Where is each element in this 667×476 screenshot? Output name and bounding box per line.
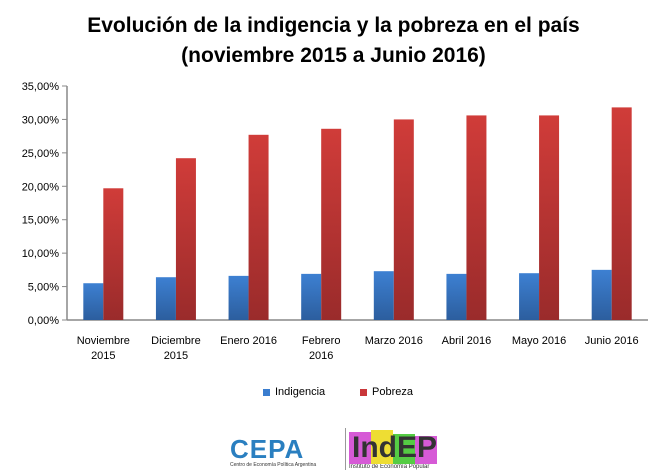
chart-title-line1: Evolución de la indigencia y la pobreza …	[87, 14, 580, 37]
legend-swatch	[263, 388, 270, 396]
x-tick-label: Enero 2016	[220, 335, 277, 347]
x-tick-label: 2015	[164, 350, 188, 362]
y-tick-label: 25,00%	[22, 148, 60, 160]
legend-label: Indigencia	[275, 386, 326, 398]
bar-indigencia	[228, 275, 249, 320]
x-tick-label: Marzo 2016	[365, 335, 423, 347]
indep-logo: IndEP Instituto de Economía Popular	[345, 428, 441, 470]
x-tick-label: Febrero	[302, 335, 341, 347]
y-tick-label: 35,00%	[22, 81, 60, 93]
legend-item-pobreza: Pobreza	[360, 386, 413, 398]
bar-pobreza	[248, 134, 269, 320]
chart-title-line2: (noviembre 2015 a Junio 2016)	[181, 44, 486, 67]
y-tick-label: 30,00%	[22, 114, 60, 126]
bar-pobreza	[466, 115, 487, 320]
x-tick-label: Abril 2016	[442, 335, 492, 347]
bar-indigencia	[155, 277, 176, 320]
legend-label: Pobreza	[372, 386, 413, 398]
x-tick-label: Noviembre	[77, 335, 130, 347]
bar-indigencia	[591, 269, 612, 320]
bar-indigencia	[446, 273, 467, 320]
x-tick-label: 2016	[309, 350, 333, 362]
bar-indigencia	[83, 283, 104, 320]
y-tick-label: 5,00%	[28, 282, 59, 294]
bar-pobreza	[321, 128, 342, 320]
bar-pobreza	[393, 119, 414, 320]
y-tick-label: 20,00%	[22, 181, 60, 193]
x-tick-label: 2015	[91, 350, 115, 362]
cepa-logo: CEPA Centro de Economía Política Argenti…	[230, 434, 317, 468]
bar-pobreza	[175, 158, 196, 320]
bar-indigencia	[373, 271, 394, 320]
x-tick-label: Junio 2016	[585, 335, 639, 347]
legend-swatch	[360, 388, 367, 396]
bar-pobreza	[103, 188, 124, 320]
bar-pobreza	[611, 107, 632, 320]
plot-area: 0,00% 5,00% 10,00% 15,00% 20,00% 25,00% 30,00%…	[22, 81, 648, 362]
legend-item-indigencia: Indigencia	[263, 386, 325, 398]
x-tick-label: Mayo 2016	[512, 335, 566, 347]
y-tick-label: 15,00%	[22, 215, 60, 227]
y-tick-label: 10,00%	[22, 248, 60, 260]
y-tick-label: 0,00%	[28, 315, 59, 327]
bar-indigencia	[519, 273, 540, 320]
bar-pobreza	[539, 115, 560, 320]
x-tick-label: Diciembre	[151, 335, 201, 347]
bar-indigencia	[301, 273, 322, 320]
